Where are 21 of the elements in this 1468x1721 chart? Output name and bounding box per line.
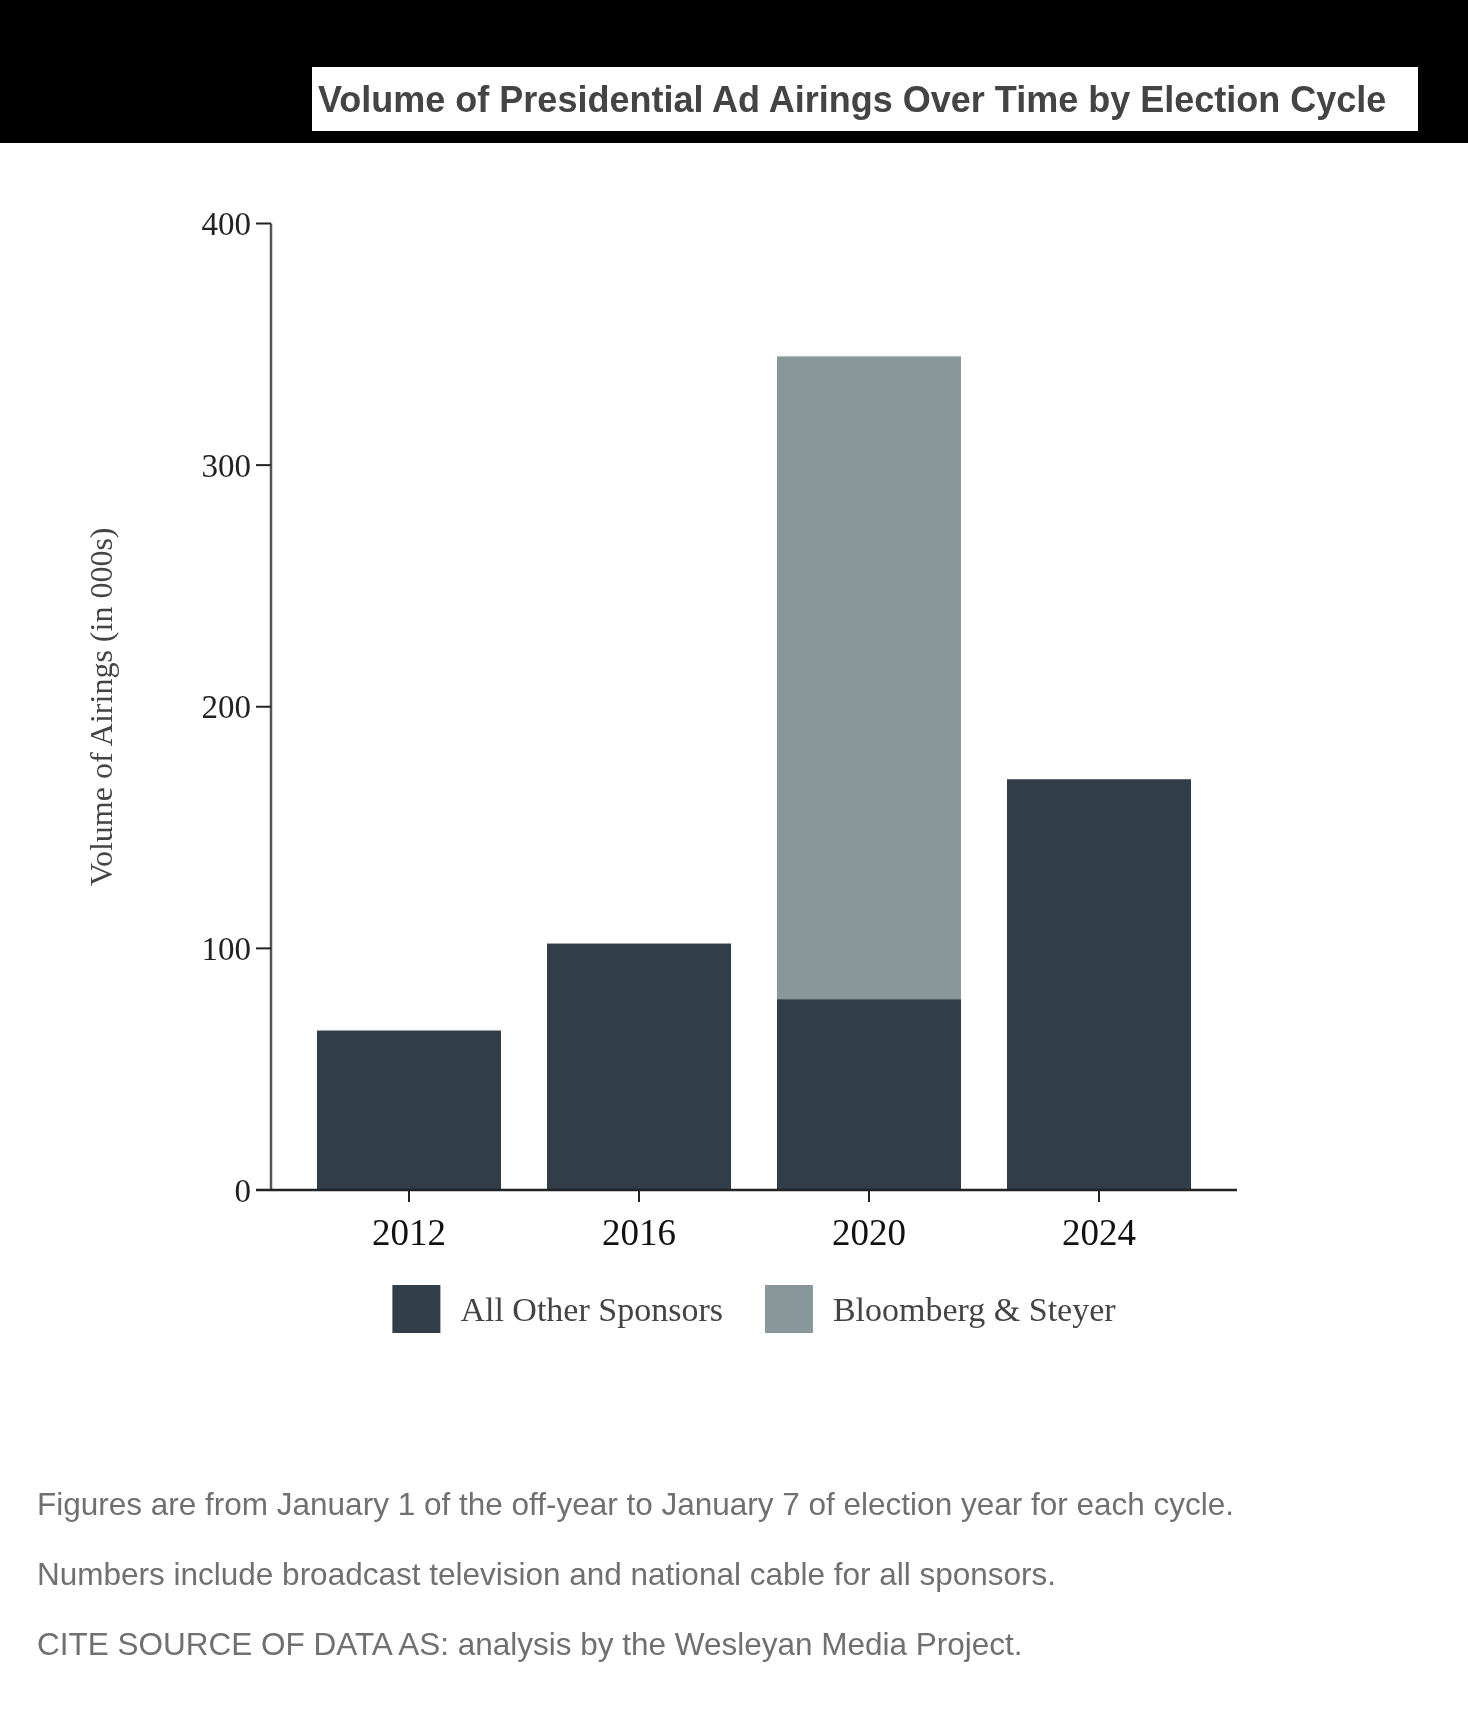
text: Numbers include broadcast television and national cable for all sponsors. bbox=[37, 1556, 1057, 1593]
y-tick-label: 300 bbox=[201, 447, 251, 484]
y-tick-label: 0 bbox=[234, 1172, 251, 1209]
chart-title: Volume of Presidential Ad Airings Over Time by Election Cycle bbox=[318, 79, 1387, 120]
y-tick-label: 100 bbox=[201, 930, 251, 967]
bar bbox=[1007, 779, 1191, 1190]
bar bbox=[547, 943, 731, 1190]
x-tick-label: 2012 bbox=[372, 1211, 446, 1253]
x-tick-label: 2020 bbox=[832, 1211, 906, 1253]
y-tick-label: 400 bbox=[201, 206, 251, 243]
x-tick-label: 2024 bbox=[1062, 1211, 1136, 1253]
bar bbox=[777, 356, 961, 1000]
legend-label: All Other Sponsors bbox=[460, 1290, 723, 1328]
text: CITE SOURCE OF DATA AS: analysis by the Wesleyan Media Project. bbox=[37, 1626, 1023, 1663]
y-axis-title: Volume of Airings (in 000s) bbox=[83, 527, 120, 887]
text: Figures are from January 1 of the off-year to January 7 of election year for each cycle. bbox=[37, 1486, 1235, 1523]
bar bbox=[777, 999, 961, 1190]
bar bbox=[317, 1030, 501, 1190]
x-tick-label: 2016 bbox=[602, 1211, 676, 1253]
y-tick-label: 200 bbox=[201, 689, 251, 726]
legend-label: Bloomberg & Steyer bbox=[832, 1290, 1117, 1328]
